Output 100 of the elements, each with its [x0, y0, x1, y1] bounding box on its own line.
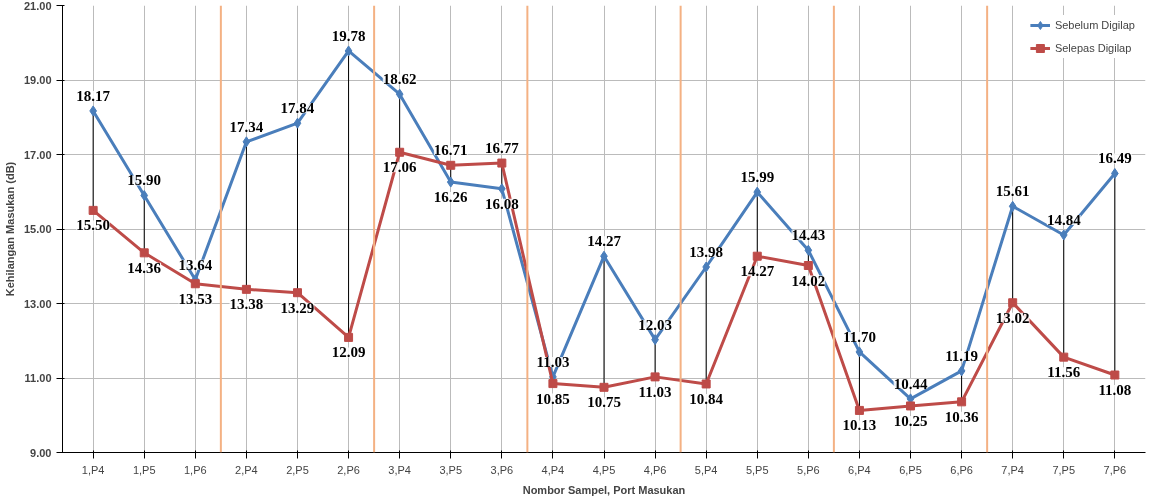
y-tick-label: 11.00	[24, 372, 52, 384]
data-label: 13.98	[689, 243, 724, 260]
legend-label: Selepas Digilap	[1054, 42, 1132, 54]
y-tick-label: 13.00	[23, 297, 52, 310]
point	[1110, 370, 1120, 380]
point	[190, 279, 200, 289]
y-axis-title: Kehilangan Masukan (dB)	[3, 161, 16, 297]
point	[344, 45, 353, 57]
x-tick-label: 2,P4	[235, 463, 258, 476]
x-tick-label: 4,P5	[592, 463, 616, 476]
point	[752, 251, 762, 261]
data-label: 11.03	[536, 353, 570, 370]
x-tick-label: 4,P4	[541, 463, 565, 476]
x-tick-label: 6,P6	[950, 463, 973, 476]
point	[650, 372, 660, 382]
data-label: 10.13	[842, 417, 877, 434]
data-label: 10.44	[893, 375, 928, 392]
data-label: 14.36	[127, 259, 162, 276]
data-label: 10.25	[893, 412, 928, 429]
data-label: 11.56	[1047, 364, 1081, 381]
data-label: 16.77	[484, 140, 520, 157]
data-label: 15.50	[76, 217, 111, 234]
point	[1059, 229, 1068, 241]
data-label: 10.85	[536, 390, 570, 407]
y-tick-label: 17.00	[23, 148, 52, 161]
x-tick-label: 2,P6	[337, 463, 360, 476]
x-tick-label: 7,P5	[1052, 463, 1076, 476]
data-label: 15.99	[740, 169, 775, 186]
x-tick-label: 1,P6	[184, 463, 207, 476]
point	[701, 379, 711, 389]
data-label: 14.43	[791, 227, 826, 244]
point	[548, 379, 558, 389]
point	[1008, 298, 1018, 308]
point	[855, 346, 864, 358]
point	[292, 288, 302, 298]
data-label: 15.90	[127, 172, 162, 189]
point	[854, 405, 864, 415]
data-label: 10.36	[944, 408, 979, 425]
data-label: 11.19	[945, 347, 979, 364]
point	[88, 205, 98, 215]
data-label: 13.64	[178, 256, 213, 273]
data-label: 16.71	[433, 142, 468, 159]
point	[497, 158, 507, 168]
point	[804, 244, 813, 256]
data-label: 16.08	[484, 195, 519, 212]
data-label: 10.84	[689, 390, 724, 407]
point	[140, 189, 149, 201]
data-label: 18.62	[382, 71, 417, 88]
data-label: 10.75	[587, 394, 621, 411]
x-tick-label: 5,P4	[694, 463, 718, 476]
point	[803, 261, 813, 271]
data-label: 16.26	[433, 189, 469, 206]
data-label: 14.27	[587, 233, 622, 250]
point	[753, 186, 762, 198]
point	[1111, 168, 1119, 179]
data-label: 14.02	[791, 272, 826, 289]
x-tick-label: 7,P4	[1001, 463, 1025, 476]
data-label: 11.03	[638, 383, 672, 400]
x-tick-label: 5,P6	[797, 463, 820, 476]
data-label: 17.34	[229, 118, 264, 135]
data-label: 16.49	[1097, 150, 1132, 167]
y-tick-label: 19.00	[23, 74, 52, 86]
point	[241, 284, 251, 294]
data-label: 13.02	[995, 309, 1030, 326]
data-label: 12.09	[331, 344, 366, 361]
point	[906, 401, 916, 411]
point	[446, 176, 455, 188]
y-tick-label: 9.00	[30, 446, 52, 459]
point	[1059, 352, 1069, 362]
x-tick-label: 2,P5	[286, 463, 309, 476]
data-label: 14.27	[740, 263, 775, 280]
data-label: 11.70	[842, 328, 876, 345]
data-label: 15.61	[995, 183, 1030, 200]
x-tick-label: 7,P6	[1103, 463, 1127, 476]
point	[139, 248, 149, 258]
point	[599, 382, 609, 392]
data-label: 17.84	[280, 100, 315, 117]
data-label: 19.78	[331, 27, 366, 44]
x-tick-label: 3,P6	[490, 463, 514, 476]
legend-label: Sebelum Digilap	[1054, 19, 1135, 31]
data-label: 12.03	[638, 316, 672, 333]
data-label: 18.17	[76, 87, 111, 104]
point	[344, 332, 354, 342]
x-tick-label: 1,P4	[81, 463, 105, 476]
x-tick-label: 6,P5	[899, 463, 922, 476]
data-label: 13.29	[280, 299, 315, 316]
x-tick-label: 3,P5	[439, 463, 463, 476]
x-tick-label: 1,P5	[132, 463, 156, 476]
point	[957, 365, 966, 377]
x-axis-title: Nombor Sampel, Port Masukan	[522, 483, 686, 496]
point	[242, 136, 251, 148]
x-tick-label: 3,P4	[388, 463, 411, 476]
data-label: 13.53	[178, 290, 213, 307]
data-label: 14.84	[1046, 211, 1082, 228]
point	[1008, 200, 1017, 212]
data-label: 17.06	[382, 159, 418, 176]
x-tick-label: 6,P4	[848, 463, 871, 476]
data-label: 11.08	[1098, 382, 1132, 399]
data-label: 13.38	[229, 296, 264, 313]
y-tick-label: 21.00	[23, 0, 52, 12]
